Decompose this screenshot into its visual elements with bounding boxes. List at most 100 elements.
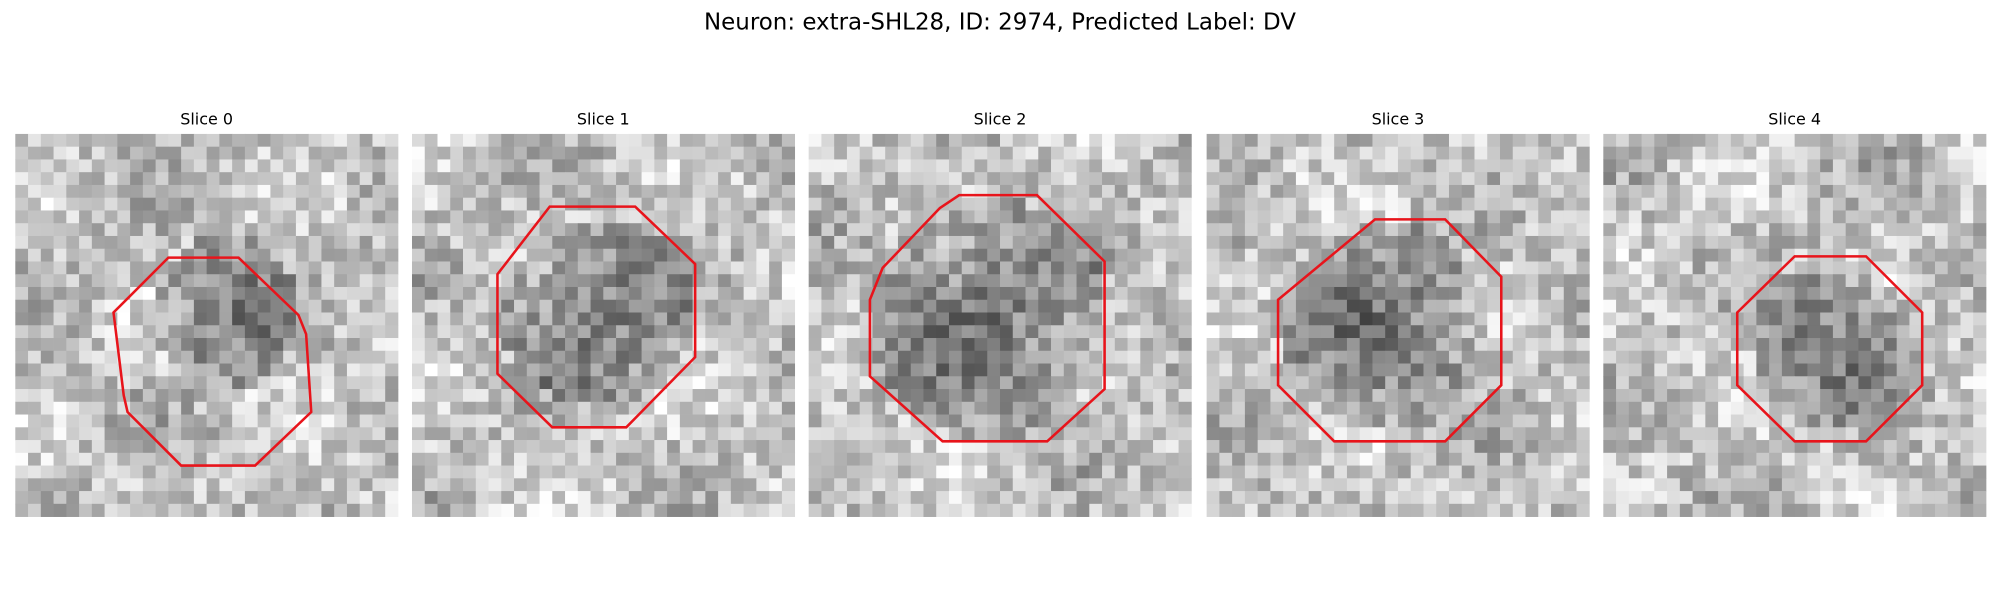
pixel: [910, 261, 924, 275]
pixel: [372, 427, 386, 441]
pixel: [450, 401, 464, 415]
pixel: [679, 376, 693, 390]
pixel: [1525, 503, 1539, 517]
pixel: [1410, 465, 1424, 479]
pixel: [1063, 312, 1077, 326]
pixel: [552, 146, 566, 160]
pixel: [15, 503, 29, 517]
pixel: [244, 235, 259, 250]
pixel: [859, 401, 873, 415]
pixel: [718, 299, 732, 313]
pixel: [1321, 133, 1335, 148]
pixel: [910, 452, 924, 466]
pixel: [1654, 452, 1668, 466]
pixel: [1960, 452, 1974, 466]
pixel: [756, 414, 770, 428]
pixel: [437, 286, 451, 301]
pixel: [1743, 414, 1757, 428]
pixel: [1794, 350, 1808, 364]
pixel: [1165, 325, 1179, 339]
pixel: [539, 235, 553, 250]
pixel: [1206, 338, 1220, 352]
pixel: [488, 440, 502, 454]
pixel: [308, 261, 322, 275]
pixel: [346, 312, 361, 326]
pixel: [283, 235, 297, 250]
pixel: [1807, 401, 1821, 415]
pixel: [1114, 223, 1128, 237]
pixel: [1705, 172, 1719, 186]
pixel: [1858, 401, 1872, 415]
pixel: [1127, 427, 1141, 441]
pixel: [1756, 376, 1770, 390]
pixel: [1641, 491, 1655, 505]
pixel: [1525, 235, 1539, 250]
pixel: [475, 325, 489, 339]
pixel: [769, 478, 783, 492]
pixel: [66, 184, 80, 199]
pixel: [334, 184, 348, 199]
pixel: [181, 261, 195, 275]
pixel: [1114, 261, 1128, 275]
roi-outline: [1735, 255, 1924, 443]
pixel: [334, 286, 348, 301]
pixel: [1934, 235, 1949, 250]
pixel: [936, 210, 950, 224]
pixel: [679, 184, 693, 199]
pixel: [1397, 261, 1412, 275]
pixel: [1474, 210, 1488, 224]
pixel: [117, 478, 131, 492]
pixel: [1576, 299, 1590, 313]
pixel: [1063, 363, 1077, 377]
pixel: [372, 223, 386, 237]
pixel: [501, 401, 515, 415]
pixel: [808, 491, 822, 505]
pixel: [1410, 389, 1424, 403]
pixel: [834, 197, 848, 211]
slice-image: [1603, 133, 1987, 517]
pixel: [1295, 235, 1310, 250]
pixel: [910, 133, 924, 148]
pixel: [1436, 223, 1450, 237]
pixel: [1038, 478, 1052, 492]
pixel: [1934, 427, 1949, 441]
pixel: [1845, 452, 1859, 466]
pixel: [1000, 363, 1014, 377]
pixel: [781, 223, 796, 237]
pixel: [424, 440, 438, 454]
pixel: [488, 389, 502, 403]
pixel: [1461, 159, 1475, 173]
pixel: [372, 299, 386, 313]
pixel: [1012, 146, 1026, 160]
pixel: [628, 197, 642, 211]
pixel: [66, 491, 80, 505]
pixel: [1616, 133, 1630, 148]
pixel: [1114, 146, 1128, 160]
pixel: [526, 235, 540, 250]
pixel: [821, 350, 835, 364]
pixel: [424, 401, 438, 415]
pixel: [1321, 261, 1335, 275]
pixel: [1500, 414, 1514, 428]
pixel: [53, 440, 67, 454]
pixel: [1206, 261, 1220, 275]
pixel: [91, 376, 105, 390]
pixel: [1127, 159, 1141, 173]
pixel: [1718, 376, 1732, 390]
pixel: [1500, 261, 1514, 275]
pixel: [552, 299, 566, 313]
pixel: [295, 184, 310, 199]
pixel: [488, 159, 502, 173]
pixel: [1692, 210, 1706, 224]
pixel: [590, 274, 604, 288]
pixel: [1832, 312, 1847, 326]
pixel: [1089, 376, 1103, 390]
pixel: [66, 401, 80, 415]
pixel: [475, 274, 489, 288]
pixel: [641, 248, 655, 262]
pixel: [1244, 465, 1259, 479]
pixel: [1730, 427, 1745, 441]
pixel: [1769, 503, 1783, 517]
pixel: [1076, 210, 1090, 224]
pixel: [679, 465, 693, 479]
